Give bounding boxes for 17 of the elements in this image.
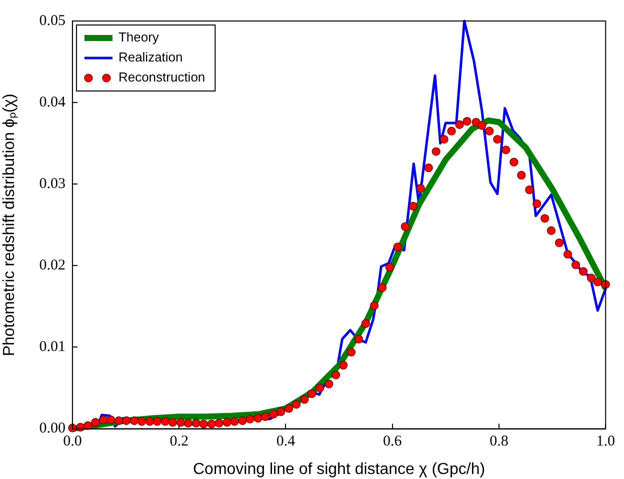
y-tick-label: 0.03 bbox=[39, 176, 66, 192]
x-axis-title: Comoving line of sight distance χ (Gpc/h) bbox=[192, 460, 486, 478]
y-tick-label: 0.01 bbox=[39, 339, 66, 356]
y-tick-label: 0.04 bbox=[39, 94, 66, 110]
y-tick-label: 0.02 bbox=[39, 258, 66, 274]
legend-label: Reconstruction bbox=[118, 70, 206, 85]
y-tick-label: 0.05 bbox=[39, 12, 66, 29]
x-tick-label: 0.8 bbox=[490, 434, 508, 450]
x-tick-label: 0.4 bbox=[276, 434, 296, 450]
y-axis-title: Photometric redshift distribution ϕₚ(χ) bbox=[1, 94, 18, 356]
x-tick-label: 0.0 bbox=[63, 434, 82, 450]
x-tick-label: 0.6 bbox=[382, 434, 402, 450]
x-tick-label: 0.2 bbox=[170, 434, 188, 450]
y-tick-label: 0.00 bbox=[39, 420, 66, 437]
legend-label: Realization bbox=[118, 50, 183, 65]
x-tick-label: 1.0 bbox=[596, 434, 615, 450]
legend-label: Theory bbox=[118, 30, 160, 45]
